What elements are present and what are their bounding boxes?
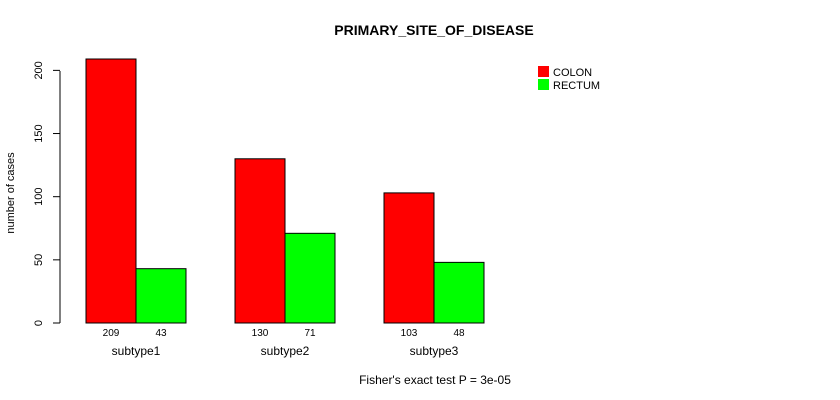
y-axis-label: number of cases — [5, 152, 17, 234]
category-label: subtype2 — [261, 344, 310, 358]
bars — [85, 58, 485, 324]
chart-title: PRIMARY_SITE_OF_DISEASE — [334, 22, 533, 38]
value-label: 71 — [304, 328, 316, 339]
legend-swatch-colon — [538, 66, 549, 77]
category-label: subtype1 — [112, 344, 161, 358]
value-label: 43 — [155, 328, 167, 339]
footnote: Fisher's exact test P = 3e-05 — [359, 373, 511, 387]
value-label: 48 — [453, 328, 465, 339]
y-axis: 0 50 100 150 200 — [33, 61, 61, 326]
y-tick-label: 200 — [33, 61, 45, 79]
bar-rectum-subtype3 — [433, 261, 485, 324]
bar-rectum-subtype2 — [284, 232, 336, 324]
bar-colon-subtype2 — [234, 158, 286, 324]
value-label: 209 — [103, 328, 120, 339]
legend-label-colon: COLON — [553, 67, 592, 79]
y-tick-label: 150 — [33, 124, 45, 142]
bar-colon-subtype3 — [383, 192, 435, 324]
category-label: subtype3 — [410, 344, 459, 358]
bar-rectum-subtype1 — [135, 268, 187, 324]
value-label: 130 — [252, 328, 269, 339]
legend-swatch-rectum — [538, 79, 549, 90]
category-labels: subtype1 subtype2 subtype3 — [112, 344, 459, 358]
value-labels: 209 43 130 71 103 48 — [103, 328, 465, 339]
value-label: 103 — [401, 328, 418, 339]
y-tick-label: 100 — [33, 188, 45, 206]
y-tick-label: 0 — [33, 320, 45, 326]
y-ticks: 0 50 100 150 200 — [33, 61, 60, 326]
bar-colon-subtype1 — [85, 58, 137, 324]
legend-label-rectum: RECTUM — [553, 80, 600, 92]
y-tick-label: 50 — [33, 254, 45, 266]
